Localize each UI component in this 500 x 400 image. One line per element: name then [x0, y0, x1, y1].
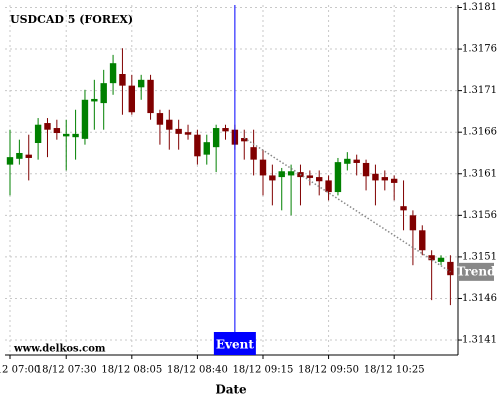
candle-body: [212, 128, 220, 148]
candle-body: [128, 85, 136, 113]
candle-body: [372, 173, 379, 181]
candle-body: [381, 177, 388, 181]
x-tick-label: 18/12 08:05: [101, 365, 162, 376]
candle-body: [306, 175, 314, 178]
candle-body: [390, 178, 398, 183]
candle-body: [194, 134, 201, 157]
y-tick-label: 1.3156: [462, 210, 497, 221]
candle-body: [109, 63, 117, 84]
y-tick-label: 1.3141: [462, 335, 497, 346]
x-tick-label: 18/12 09:50: [298, 365, 359, 376]
candle-body: [241, 138, 248, 142]
y-tick-label: 1.3176: [462, 44, 497, 55]
candle-body: [259, 159, 267, 176]
candle-body: [25, 154, 32, 158]
trend-line: [243, 137, 451, 273]
chart-title: USDCAD 5 (FOREX): [10, 13, 133, 26]
y-tick-label: 1.3151: [462, 251, 497, 262]
candle-body: [353, 159, 360, 163]
candle-body: [419, 230, 426, 251]
candle-body: [72, 133, 79, 138]
candle-body: [250, 147, 257, 160]
candle-body: [53, 128, 61, 134]
y-tick-label: 1.3161: [462, 168, 497, 179]
candle-body: [222, 128, 229, 132]
candle-body: [334, 162, 342, 193]
candle-body: [147, 79, 154, 114]
x-tick-label: 18/12 10:25: [364, 365, 425, 376]
candle-body: [63, 133, 70, 137]
event-label: Event: [216, 338, 254, 352]
candle-body: [400, 206, 407, 211]
candle-body: [44, 123, 51, 130]
candle-body: [175, 128, 182, 134]
x-tick-label: 18/12 07:00: [0, 365, 40, 376]
candle-body: [156, 113, 164, 125]
candle-body: [447, 261, 454, 276]
candle-body: [16, 152, 23, 159]
candle-body: [316, 177, 323, 182]
candle-body: [100, 83, 107, 104]
x-tick-label: 18/12 09:15: [233, 365, 294, 376]
candle-body: [137, 79, 145, 88]
candle-body: [6, 157, 14, 165]
candle-body: [287, 171, 295, 176]
candle-body: [166, 119, 173, 130]
y-tick-label: 1.3146: [462, 293, 497, 304]
candle-body: [34, 124, 42, 144]
y-tick-label: 1.3171: [462, 85, 497, 96]
candle-body: [81, 99, 89, 139]
candle-body: [344, 158, 351, 164]
y-tick-label: 1.3166: [462, 127, 497, 138]
candle-body: [278, 171, 285, 178]
candle-body: [119, 74, 126, 86]
trend-label: Trend: [456, 264, 496, 278]
candle-body: [409, 215, 417, 231]
candle-body: [437, 257, 445, 262]
candle-body: [184, 132, 192, 135]
candle-body: [325, 180, 332, 193]
candle-body: [269, 175, 276, 181]
candle-body: [91, 98, 98, 102]
event-label-box: [213, 332, 256, 355]
x-tick-label: 18/12 08:40: [167, 365, 228, 376]
candle-body: [362, 162, 370, 177]
candle-body: [203, 142, 210, 155]
y-tick-label: 1.3181: [462, 2, 497, 13]
trend-label-box: [458, 262, 494, 281]
candle-body: [428, 255, 435, 261]
x-axis-label: Date: [215, 383, 247, 397]
watermark: www.delkos.com: [13, 344, 106, 355]
x-tick-label: 18/12 07:30: [36, 365, 97, 376]
